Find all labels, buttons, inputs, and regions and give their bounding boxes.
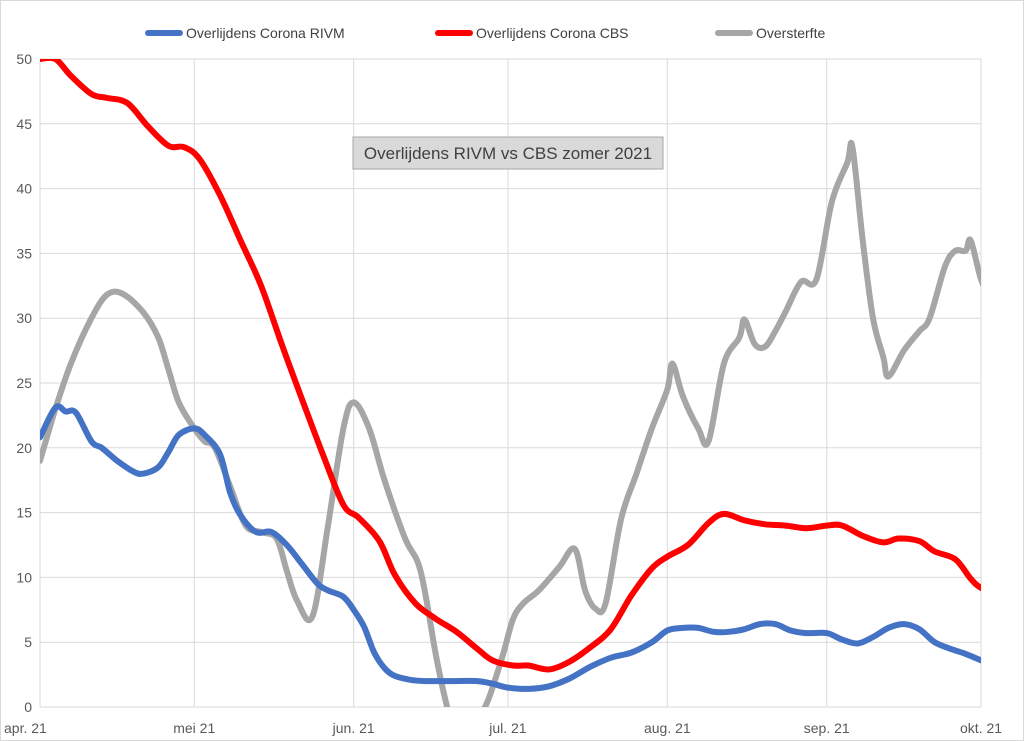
series-line-overlijdens-corona-rivm bbox=[40, 403, 981, 692]
y-tick-label: 35 bbox=[16, 245, 32, 261]
chart-annotation-box: Overlijdens RIVM vs CBS zomer 2021 bbox=[352, 136, 664, 170]
y-tick-label: 15 bbox=[16, 505, 32, 521]
x-axis-tick-labels: apr. 21 mei 21 jun. 21 jul. 21 aug. 21 sep. 2… bbox=[4, 720, 1002, 736]
y-tick-label: 5 bbox=[24, 634, 32, 650]
x-tick-label: mei 21 bbox=[173, 720, 215, 736]
x-tick-label: apr. 21 bbox=[4, 720, 47, 736]
legend: Overlijdens Corona RIVM Overlijdens Coron… bbox=[145, 25, 825, 41]
x-tick-label: sep. 21 bbox=[804, 720, 850, 736]
y-tick-label: 10 bbox=[16, 569, 32, 585]
x-tick-label: jun. 21 bbox=[332, 720, 375, 736]
y-tick-label: 40 bbox=[16, 181, 32, 197]
y-tick-label: 0 bbox=[24, 699, 32, 715]
series-line-overlijdens-corona-cbs bbox=[40, 59, 981, 673]
legend-label-oversterfte: Oversterfte bbox=[756, 25, 825, 41]
x-tick-label: okt. 21 bbox=[960, 720, 1002, 736]
x-tick-label: jul. 21 bbox=[488, 720, 527, 736]
y-tick-label: 50 bbox=[16, 51, 32, 67]
annotation-text: Overlijdens RIVM vs CBS zomer 2021 bbox=[364, 144, 652, 163]
plot-area bbox=[40, 59, 981, 707]
axes bbox=[39, 59, 981, 708]
y-tick-label: 20 bbox=[16, 440, 32, 456]
x-tick-label: aug. 21 bbox=[644, 720, 691, 736]
annotation-box-background bbox=[352, 136, 664, 170]
y-tick-label: 45 bbox=[16, 116, 32, 132]
y-tick-label: 25 bbox=[16, 375, 32, 391]
legend-label-overlijdens-corona-rivm: Overlijdens Corona RIVM bbox=[186, 25, 345, 41]
y-axis-tick-labels: 0 5 10 15 20 25 30 35 40 45 50 bbox=[16, 51, 32, 715]
y-tick-label: 30 bbox=[16, 310, 32, 326]
legend-label-overlijdens-corona-cbs: Overlijdens Corona CBS bbox=[476, 25, 629, 41]
